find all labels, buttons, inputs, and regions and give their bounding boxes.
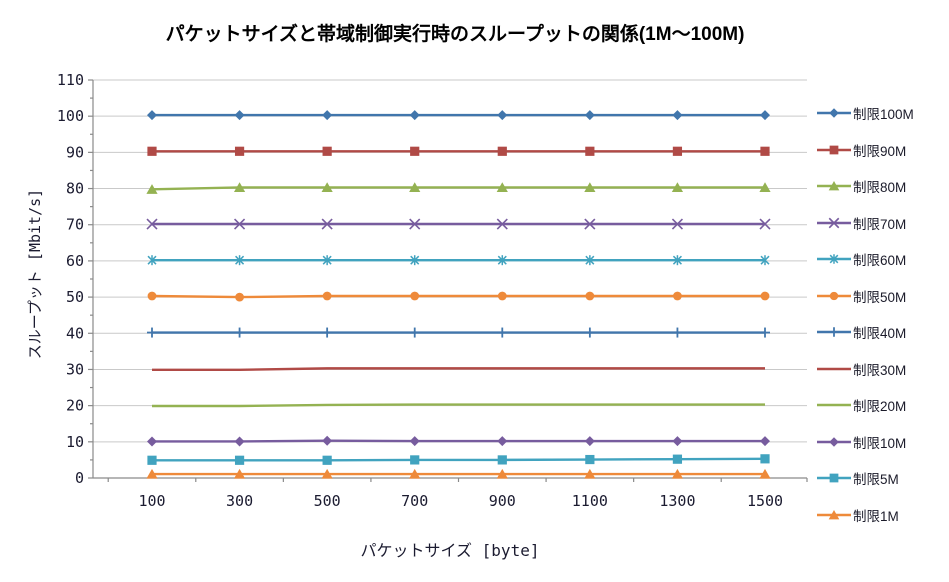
line-swatch-icon — [817, 403, 851, 407]
legend-label: 制限20M — [853, 399, 907, 414]
svg-text:100: 100 — [57, 107, 84, 125]
legend-label: 制限90M — [853, 143, 907, 159]
svg-text:70: 70 — [66, 216, 84, 234]
series-10M — [147, 435, 770, 447]
series-70M — [146, 218, 771, 230]
legend-item: 制限30M — [816, 358, 948, 380]
legend-label: 制限1M — [853, 508, 899, 524]
legend-item: 制限40M — [816, 321, 948, 343]
legend-item: 制限90M — [816, 139, 948, 161]
legend-label: 制限40M — [853, 326, 907, 341]
series-100M — [147, 110, 770, 121]
diamond-marker-icon — [817, 108, 851, 118]
series-30M — [152, 367, 765, 372]
legend-item: 制限80M — [816, 175, 948, 197]
legend-item: 制限50M — [816, 285, 948, 307]
svg-text:20: 20 — [66, 397, 84, 415]
svg-text:50: 50 — [66, 288, 84, 306]
legend-item: 制限100M — [816, 102, 948, 124]
line-swatch-icon — [817, 367, 851, 370]
svg-text:500: 500 — [314, 492, 341, 510]
x-marker-icon — [817, 217, 851, 228]
plus-marker-icon — [817, 327, 851, 337]
svg-text:1100: 1100 — [572, 492, 608, 510]
x-axis-title: パケットサイズ [byte] — [360, 541, 540, 560]
svg-text:0: 0 — [75, 469, 84, 487]
square-marker-icon — [817, 145, 851, 154]
svg-text:900: 900 — [489, 492, 516, 510]
diamond-marker-icon — [817, 436, 851, 447]
svg-text:700: 700 — [401, 492, 428, 510]
legend-label: 制限80M — [853, 180, 907, 195]
legend-label: 制限100M — [853, 107, 914, 122]
square-marker-icon — [817, 473, 851, 483]
svg-text:10: 10 — [66, 433, 84, 451]
asterisk-marker-icon — [817, 254, 851, 264]
legend-item: 制限5M — [816, 467, 948, 489]
svg-text:30: 30 — [66, 360, 84, 378]
legend-item: 制限60M — [816, 248, 948, 270]
y-tick-labels: 0 10 20 30 40 50 60 70 80 90 100 110 — [57, 71, 84, 487]
svg-text:300: 300 — [226, 492, 253, 510]
legend-label: 制限10M — [853, 435, 907, 451]
series-1M — [146, 468, 771, 479]
y-gridlines — [93, 79, 807, 479]
svg-text:60: 60 — [66, 252, 84, 270]
circle-marker-icon — [817, 291, 851, 300]
x-tick-labels: 100 300 500 700 900 1100 1300 1500 — [138, 492, 783, 510]
svg-text:1300: 1300 — [659, 492, 695, 510]
svg-text:100: 100 — [138, 492, 165, 510]
series-40M — [147, 327, 770, 338]
series-90M — [147, 146, 770, 156]
legend-item: 制限20M — [816, 394, 948, 416]
legend-label: 制限70M — [853, 216, 907, 232]
series-20M — [152, 403, 765, 408]
legend-item: 制限1M — [816, 504, 948, 526]
series-5M — [147, 454, 770, 465]
legend-label: 制限60M — [853, 253, 907, 268]
svg-text:80: 80 — [66, 180, 84, 198]
legend-label: 制限30M — [853, 362, 907, 378]
series-50M — [147, 291, 770, 302]
svg-text:90: 90 — [66, 143, 84, 161]
triangle-marker-icon — [817, 181, 851, 191]
chart-title: パケットサイズと帯域制御実行時のスループットの関係(1M～100M) — [165, 24, 745, 45]
y-axis-title: スループット [Mbit/s] — [26, 188, 44, 360]
legend: 制限100M 制限90M 制限80M 制限70M 制限60M 制限50M 制限40M 制限30… — [816, 102, 948, 540]
series-80M — [146, 182, 771, 194]
series-60M — [147, 255, 770, 266]
legend-label: 制限50M — [853, 289, 907, 305]
svg-text:40: 40 — [66, 324, 84, 342]
legend-item: 制限10M — [816, 431, 948, 453]
legend-label: 制限5M — [853, 472, 899, 487]
triangle-marker-icon — [817, 509, 851, 519]
svg-text:110: 110 — [57, 71, 84, 89]
axes — [88, 79, 808, 482]
svg-text:1500: 1500 — [747, 492, 783, 510]
legend-item: 制限70M — [816, 212, 948, 234]
